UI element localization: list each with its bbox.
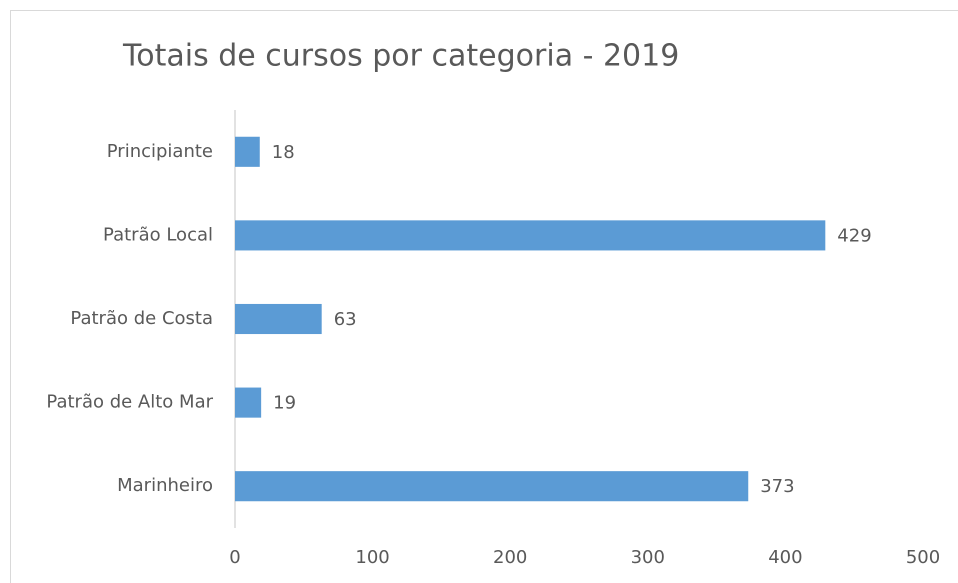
data-label: 63 bbox=[334, 309, 357, 330]
x-tick-label: 500 bbox=[906, 547, 940, 568]
data-label: 373 bbox=[760, 476, 794, 497]
y-tick-label: Marinheiro bbox=[117, 475, 213, 496]
x-tick-label: 400 bbox=[768, 547, 802, 568]
x-tick-label: 200 bbox=[493, 547, 527, 568]
bar bbox=[235, 387, 262, 418]
data-label: 18 bbox=[272, 142, 295, 163]
data-label: 429 bbox=[837, 225, 871, 246]
bar bbox=[235, 471, 749, 502]
y-tick-label: Patrão de Costa bbox=[70, 308, 213, 329]
x-tick-label: 100 bbox=[355, 547, 389, 568]
y-tick-label: Patrão de Alto Mar bbox=[46, 392, 213, 413]
y-tick-label: Principiante bbox=[107, 141, 213, 162]
x-tick-label: 300 bbox=[631, 547, 665, 568]
bar bbox=[235, 303, 322, 335]
chart-title: Totais de cursos por categoria - 2019 bbox=[122, 39, 679, 74]
bar bbox=[235, 220, 826, 251]
y-tick-label: Patrão Local bbox=[103, 224, 213, 245]
bar bbox=[235, 136, 260, 167]
data-label: 19 bbox=[273, 393, 296, 414]
x-tick-label: 0 bbox=[229, 547, 240, 568]
